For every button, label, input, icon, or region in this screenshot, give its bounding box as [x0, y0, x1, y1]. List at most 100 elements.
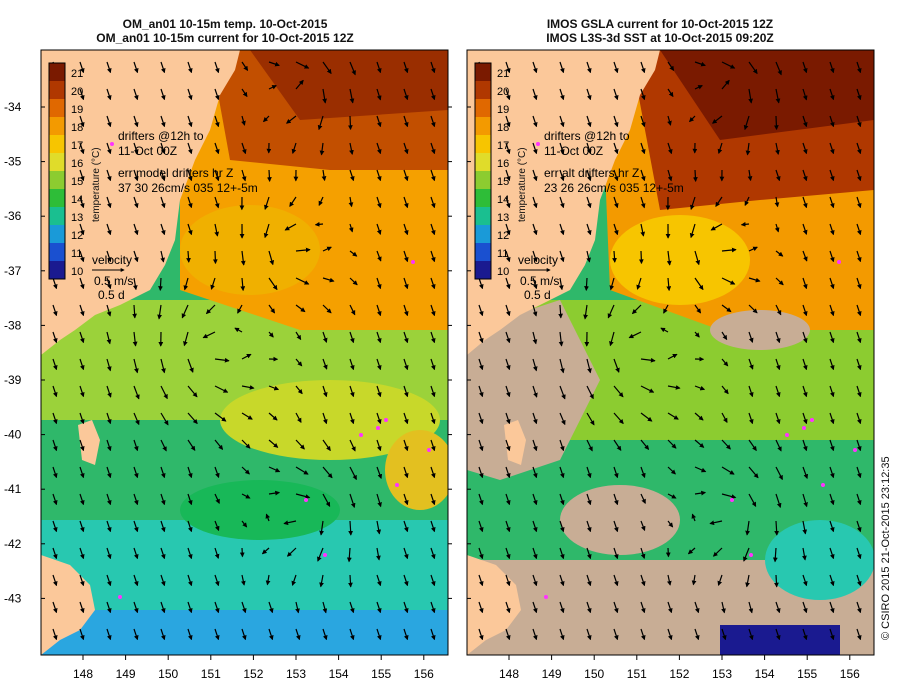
velocity-arrow [376, 628, 382, 641]
colorbar-tick-label: 20 [497, 86, 509, 98]
velocity-arrow [663, 304, 669, 314]
velocity-arrow [478, 412, 484, 425]
velocity-arrow [349, 331, 355, 344]
velocity-arrow [613, 88, 619, 101]
velocity-arrow [241, 385, 255, 390]
longitude-tick-label: 148 [499, 667, 519, 681]
longitude-tick-label: 156 [840, 667, 860, 681]
velocity-arrow [667, 412, 679, 420]
velocity-arrow [687, 547, 696, 555]
colorbar-segment [49, 135, 65, 153]
longitude-tick-label: 151 [201, 667, 221, 681]
colorbar-segment [475, 117, 491, 135]
velocity-arrow [348, 574, 353, 588]
velocity-arrow [640, 412, 653, 422]
velocity-arrow [291, 574, 297, 586]
velocity-arrow [478, 601, 484, 614]
velocity-arrow [133, 196, 139, 209]
velocity-arrow [295, 493, 311, 499]
velocity-arrow [478, 358, 484, 371]
velocity-arrow [160, 439, 167, 452]
colorbar-tick-label: 17 [497, 140, 509, 152]
colorbar-segment [49, 207, 65, 225]
velocity-arrow [774, 520, 780, 536]
right-title-line1: IMOS GSLA current for 10-Oct-2015 12Z [546, 17, 774, 31]
velocity-arrow [640, 61, 646, 74]
velocity-arrow [745, 142, 751, 156]
velocity-arrow [559, 88, 565, 101]
velocity-arrow [505, 304, 511, 317]
velocity-arrow [640, 439, 650, 450]
velocity-arrow [52, 439, 58, 452]
velocity-arrow [613, 601, 619, 614]
velocity-arrow [403, 331, 409, 344]
velocity-arrow [106, 169, 112, 182]
velocity-arrow [322, 61, 332, 75]
velocity-arrow [721, 412, 728, 424]
velocity-arrow [430, 466, 436, 479]
velocity-arrow [667, 493, 677, 499]
velocity-arrow [52, 331, 58, 344]
velocity-arrow [748, 304, 758, 314]
velocity-arrow [430, 223, 436, 236]
velocity-arrow [160, 196, 166, 209]
velocity-arrow [613, 520, 619, 533]
velocity-arrow [79, 277, 85, 290]
latitude-tick-label: -41 [4, 482, 22, 496]
left-flinders-island [78, 420, 100, 465]
velocity-arrow [430, 628, 436, 641]
longitude-tick-label: 148 [73, 667, 93, 681]
colorbar-segment [475, 207, 491, 225]
velocity-arrow [52, 304, 58, 317]
velocity-arrow [505, 547, 511, 560]
velocity-arrow [295, 61, 310, 69]
velocity-arrow [478, 520, 484, 533]
velocity-arrow [133, 439, 139, 452]
colorbar-segment [475, 99, 491, 117]
velocity-arrow [773, 115, 779, 131]
velocity-arrow [133, 88, 139, 101]
velocity-arrow [106, 250, 112, 263]
velocity-arrow [667, 142, 673, 155]
colorbar-tick-label: 14 [497, 194, 509, 206]
velocity-arrow [403, 547, 409, 560]
colorbar-tick-label: 19 [497, 104, 509, 116]
drifter-marker [323, 553, 327, 557]
velocity-arrow [106, 277, 112, 290]
velocity-arrow [586, 628, 592, 641]
velocity-arrow [775, 466, 783, 481]
velocity-arrow [829, 277, 835, 290]
velocity-arrow [747, 169, 753, 182]
velocity-arrow [403, 88, 409, 101]
velocity-arrow [532, 439, 538, 452]
drifter-marker [544, 595, 548, 599]
velocity-arrow [430, 169, 436, 182]
velocity-arrow [430, 358, 436, 371]
velocity-arrow [613, 385, 624, 398]
velocity-arrow [403, 466, 409, 479]
velocity-arrow [532, 223, 538, 236]
velocity-arrow [187, 628, 193, 641]
velocity-arrow [430, 250, 436, 263]
velocity-arrow [106, 331, 112, 345]
velocity-arrow [52, 358, 58, 371]
right-colorbar: 21 20 19 18 17 16 15 14 13 12 11 10 [474, 62, 509, 280]
velocity-arrow [829, 412, 835, 425]
velocity-arrow [52, 493, 58, 506]
velocity-arrow [478, 439, 484, 452]
velocity-arrow [748, 628, 754, 641]
velocity-arrow [160, 250, 165, 263]
velocity-arrow [532, 250, 538, 263]
velocity-arrow [430, 277, 436, 290]
velocity-arrow [775, 601, 781, 614]
velocity-arrow [640, 547, 646, 559]
velocity-arrow [829, 115, 835, 128]
velocity-arrow [856, 304, 862, 317]
velocity-arrow [586, 601, 592, 614]
velocity-arrow [106, 115, 112, 128]
colorbar-frame [48, 62, 66, 280]
velocity-arrow [802, 358, 808, 371]
velocity-arrow [694, 84, 703, 90]
velocity-arrow [268, 277, 278, 291]
velocity-arrow [403, 574, 409, 587]
